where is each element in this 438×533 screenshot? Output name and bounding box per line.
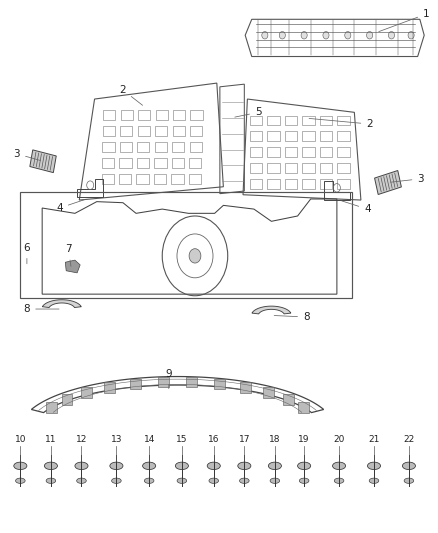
Bar (283, 394, 293, 405)
Ellipse shape (207, 462, 220, 470)
Circle shape (301, 31, 307, 39)
Ellipse shape (110, 462, 123, 470)
Text: 22: 22 (403, 434, 414, 443)
Circle shape (279, 31, 286, 39)
Text: 2: 2 (120, 85, 143, 106)
Text: 7: 7 (65, 245, 72, 266)
Ellipse shape (112, 478, 121, 483)
Bar (214, 378, 225, 389)
Text: 2: 2 (309, 118, 373, 129)
Polygon shape (374, 171, 401, 195)
Bar (158, 377, 169, 387)
Text: 20: 20 (333, 434, 345, 443)
Text: 3: 3 (391, 174, 424, 184)
Ellipse shape (334, 478, 344, 483)
Text: 19: 19 (298, 434, 310, 443)
Text: 4: 4 (57, 199, 85, 213)
Bar (105, 382, 115, 393)
Circle shape (367, 31, 373, 39)
Text: 11: 11 (45, 434, 57, 443)
Ellipse shape (75, 462, 88, 470)
Bar (61, 394, 72, 405)
Text: 17: 17 (239, 434, 250, 443)
Text: 5: 5 (235, 107, 261, 117)
Polygon shape (42, 300, 81, 308)
Text: 15: 15 (176, 434, 187, 443)
Text: 1: 1 (379, 9, 430, 31)
Ellipse shape (369, 478, 379, 483)
Ellipse shape (299, 478, 309, 483)
Ellipse shape (15, 478, 25, 483)
Text: 4: 4 (342, 201, 371, 214)
Circle shape (345, 31, 351, 39)
Circle shape (262, 31, 268, 39)
Polygon shape (30, 150, 56, 173)
Polygon shape (65, 260, 80, 273)
Circle shape (408, 31, 414, 39)
Text: 13: 13 (111, 434, 122, 443)
Text: 16: 16 (208, 434, 219, 443)
Bar (131, 378, 141, 389)
Ellipse shape (145, 478, 154, 483)
Ellipse shape (297, 462, 311, 470)
Text: 8: 8 (24, 304, 59, 314)
Ellipse shape (404, 478, 414, 483)
Bar (263, 387, 274, 398)
Text: 10: 10 (14, 434, 26, 443)
Ellipse shape (270, 478, 280, 483)
Ellipse shape (332, 462, 346, 470)
Bar (20, 192, 352, 298)
Text: 18: 18 (269, 434, 281, 443)
Ellipse shape (367, 462, 381, 470)
Bar (240, 382, 251, 393)
Text: 21: 21 (368, 434, 380, 443)
Text: 9: 9 (166, 369, 172, 389)
Text: 12: 12 (76, 434, 87, 443)
Circle shape (323, 31, 329, 39)
Bar (81, 387, 92, 398)
Bar (298, 402, 309, 413)
Ellipse shape (177, 478, 187, 483)
Ellipse shape (77, 478, 86, 483)
Ellipse shape (46, 478, 56, 483)
Text: 6: 6 (24, 243, 30, 264)
Ellipse shape (14, 462, 27, 470)
Polygon shape (252, 306, 291, 314)
Ellipse shape (238, 462, 251, 470)
Ellipse shape (143, 462, 155, 470)
Text: 14: 14 (144, 434, 155, 443)
Text: 3: 3 (14, 149, 40, 160)
Ellipse shape (44, 462, 57, 470)
Ellipse shape (403, 462, 416, 470)
Circle shape (389, 31, 395, 39)
Ellipse shape (209, 478, 219, 483)
Circle shape (189, 249, 201, 263)
Text: 8: 8 (274, 312, 310, 322)
Ellipse shape (240, 478, 249, 483)
Bar (46, 402, 57, 413)
Ellipse shape (175, 462, 188, 470)
Bar (187, 377, 197, 387)
Ellipse shape (268, 462, 282, 470)
